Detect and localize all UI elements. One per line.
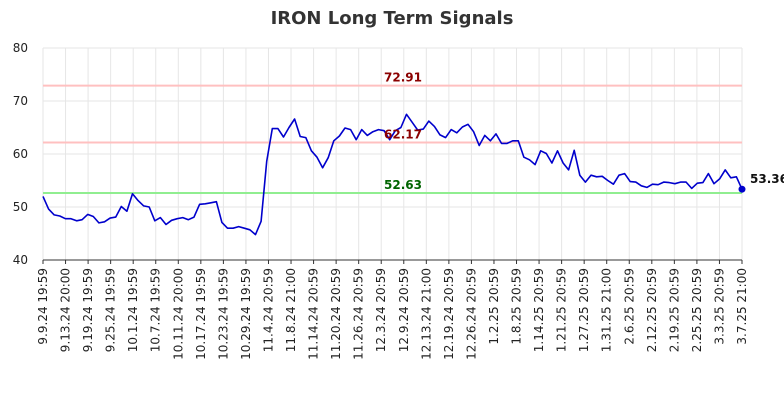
signal-level-label: 72.91 — [384, 71, 422, 85]
x-tick-label: 12.19.24 20:59 — [442, 268, 456, 360]
signal-level-label: 52.63 — [384, 178, 422, 192]
x-tick-label: 1.27.25 20:59 — [577, 268, 591, 352]
x-tick-label: 1.8.25 20:59 — [510, 268, 524, 345]
x-tick-label: 11.8.24 21:00 — [284, 268, 298, 352]
grid — [42, 47, 743, 261]
x-tick-label: 3.3.25 20:59 — [712, 268, 726, 345]
last-value-label: 53.36 — [750, 172, 784, 186]
x-tick-label: 12.3.24 20:59 — [374, 268, 388, 352]
x-tick-label: 10.23.24 19:59 — [216, 268, 230, 360]
price-series — [42, 113, 746, 236]
x-tick-label: 2.12.25 20:59 — [645, 268, 659, 352]
x-tick-label: 10.29.24 19:59 — [239, 268, 253, 360]
y-tick-label: 70 — [13, 94, 28, 108]
x-tick-label: 11.20.24 20:59 — [329, 268, 343, 360]
chart-title: IRON Long Term Signals — [270, 8, 514, 29]
x-tick-label: 2.25.25 20:59 — [690, 268, 704, 352]
x-tick-label: 9.13.24 20:00 — [59, 268, 73, 352]
y-tick-label: 40 — [13, 253, 28, 267]
signal-level-label: 62.17 — [384, 127, 422, 141]
x-tick-label: 12.13.24 21:00 — [419, 268, 433, 360]
x-tick-label: 10.17.24 19:59 — [194, 268, 208, 360]
y-tick-label: 50 — [13, 200, 28, 214]
x-tick-label: 1.2.25 20:59 — [487, 268, 501, 345]
x-tick-label: 1.14.25 20:59 — [532, 268, 546, 352]
x-tick-label: 2.19.25 20:59 — [667, 268, 681, 352]
price-line — [42, 113, 743, 236]
x-tick-label: 11.4.24 20:59 — [261, 268, 275, 352]
x-tick-label: 3.7.25 21:00 — [735, 268, 749, 345]
x-tick-label: 9.9.24 19:59 — [36, 268, 50, 345]
x-tick-label: 9.25.24 19:59 — [104, 268, 118, 352]
last-value-marker — [738, 185, 746, 193]
x-tick-label: 11.26.24 20:59 — [352, 268, 366, 360]
axes — [42, 259, 743, 264]
x-tick-label: 11.14.24 20:59 — [307, 268, 321, 360]
x-tick-label: 12.9.24 20:59 — [397, 268, 411, 352]
x-tick-label: 2.6.25 20:59 — [622, 268, 636, 345]
y-tick-label: 80 — [13, 41, 28, 55]
x-tick-label: 12.26.24 20:59 — [464, 268, 478, 360]
labels: 40 50 60 70 80 9.9.24 19:59 9.13.24 20:00 9.19.… — [13, 41, 784, 360]
signal-levels — [43, 84, 742, 195]
x-tick-label: 1.31.25 21:00 — [600, 268, 614, 352]
x-tick-label: 10.11.24 20:00 — [171, 268, 185, 360]
y-tick-label: 60 — [13, 147, 28, 161]
x-tick-label: 10.7.24 19:59 — [149, 268, 163, 352]
x-tick-label: 9.19.24 19:59 — [81, 268, 95, 352]
x-tick-label: 10.1.24 19:59 — [126, 268, 140, 352]
x-tick-label: 1.21.25 20:59 — [555, 268, 569, 352]
